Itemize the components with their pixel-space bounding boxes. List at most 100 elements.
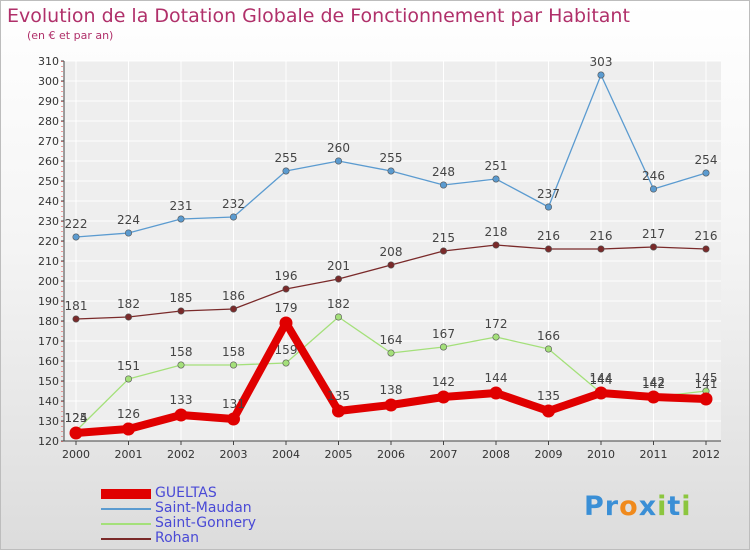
data-label: 124: [65, 411, 88, 425]
data-point: [230, 361, 238, 369]
data-point: [334, 313, 342, 321]
x-tick-label: 2001: [115, 448, 143, 461]
y-tick-label: 270: [38, 135, 59, 148]
data-label: 142: [642, 375, 665, 389]
data-label: 145: [695, 371, 718, 385]
y-tick-label: 280: [38, 115, 59, 128]
data-label: 185: [170, 291, 193, 305]
y-tick-label: 300: [38, 75, 59, 88]
data-label: 172: [485, 317, 508, 331]
y-tick-label: 160: [38, 355, 59, 368]
data-label: 246: [642, 169, 665, 183]
data-label: 142: [642, 377, 665, 391]
data-point: [279, 316, 293, 330]
data-point: [597, 245, 605, 253]
y-tick-label: 170: [38, 335, 59, 348]
data-point: [332, 404, 345, 418]
data-point: [177, 215, 185, 223]
chart-subtitle: (en € et par an): [27, 29, 114, 42]
data-label: 216: [695, 229, 718, 243]
logo-letter: i: [681, 491, 692, 522]
y-tick-label: 150: [38, 375, 59, 388]
data-point: [125, 313, 133, 321]
data-label: 208: [380, 245, 403, 259]
legend-label-gueltas: GUELTAS: [155, 485, 217, 501]
legend: GUELTAS Saint-Maudan Saint-Gonnery Rohan: [101, 486, 256, 546]
logo-letter: i: [657, 491, 668, 522]
data-point: [544, 245, 552, 253]
data-label: 135: [327, 389, 350, 403]
data-label: 159: [275, 343, 298, 357]
data-label: 182: [327, 297, 350, 311]
y-tick-label: 210: [38, 255, 59, 268]
data-label: 186: [222, 289, 245, 303]
data-point: [125, 229, 133, 237]
data-point: [437, 390, 450, 404]
data-label: 303: [590, 55, 613, 69]
data-label: 142: [432, 375, 455, 389]
data-point: [177, 307, 185, 315]
logo-letter: o: [619, 491, 639, 522]
data-point: [702, 245, 710, 253]
logo-letter: r: [604, 491, 620, 522]
x-tick-label: 2008: [482, 448, 510, 461]
data-point: [282, 359, 290, 367]
data-point: [439, 247, 447, 255]
data-point: [72, 233, 80, 241]
x-tick-label: 2006: [377, 448, 405, 461]
data-label: 222: [65, 217, 88, 231]
logo-letter: P: [584, 491, 605, 522]
chart-title: Evolution de la Dotation Globale de Fonc…: [7, 5, 630, 27]
y-tick-label: 180: [38, 315, 59, 328]
data-label: 201: [327, 259, 350, 273]
data-label: 218: [485, 225, 508, 239]
legend-item-saint-maudan: Saint-Maudan: [101, 501, 256, 516]
data-point: [489, 386, 503, 400]
y-tick-label: 250: [38, 175, 59, 188]
data-label: 167: [432, 327, 455, 341]
data-label: 216: [590, 229, 613, 243]
y-tick-label: 190: [38, 295, 59, 308]
x-tick-label: 2002: [167, 448, 195, 461]
y-tick-label: 130: [38, 415, 59, 428]
data-label: 196: [275, 269, 298, 283]
data-label: 255: [275, 151, 298, 165]
data-point: [544, 203, 552, 211]
data-label: 138: [380, 383, 403, 397]
y-tick-label: 220: [38, 235, 59, 248]
data-point: [492, 175, 500, 183]
x-tick-label: 2009: [535, 448, 563, 461]
data-point: [597, 71, 605, 79]
proxiti-logo: Proxiti: [584, 491, 692, 522]
data-point: [699, 392, 713, 406]
data-point: [387, 349, 395, 357]
legend-label-rohan: Rohan: [155, 530, 199, 546]
legend-swatch-rohan: [101, 537, 151, 540]
data-point: [174, 408, 188, 422]
data-point: [492, 333, 500, 341]
data-label: 216: [537, 229, 560, 243]
y-tick-label: 140: [38, 395, 59, 408]
data-label: 151: [117, 359, 140, 373]
data-point: [492, 241, 500, 249]
data-label: 144: [485, 371, 508, 385]
data-point: [439, 181, 447, 189]
y-tick-label: 240: [38, 195, 59, 208]
data-point: [177, 361, 185, 369]
legend-swatch-gueltas: [101, 488, 151, 499]
legend-swatch-saint-gonnery: [101, 522, 151, 525]
y-tick-label: 200: [38, 275, 59, 288]
logo-letter: t: [667, 491, 682, 522]
data-label: 135: [537, 389, 560, 403]
data-label: 125: [65, 411, 88, 425]
data-point: [439, 343, 447, 351]
data-label: 131: [222, 397, 245, 411]
data-point: [702, 169, 710, 177]
data-label: 254: [695, 153, 718, 167]
data-label: 231: [170, 199, 193, 213]
data-label: 217: [642, 227, 665, 241]
data-label: 144: [590, 371, 613, 385]
data-label: 126: [117, 407, 140, 421]
data-label: 141: [695, 377, 718, 391]
